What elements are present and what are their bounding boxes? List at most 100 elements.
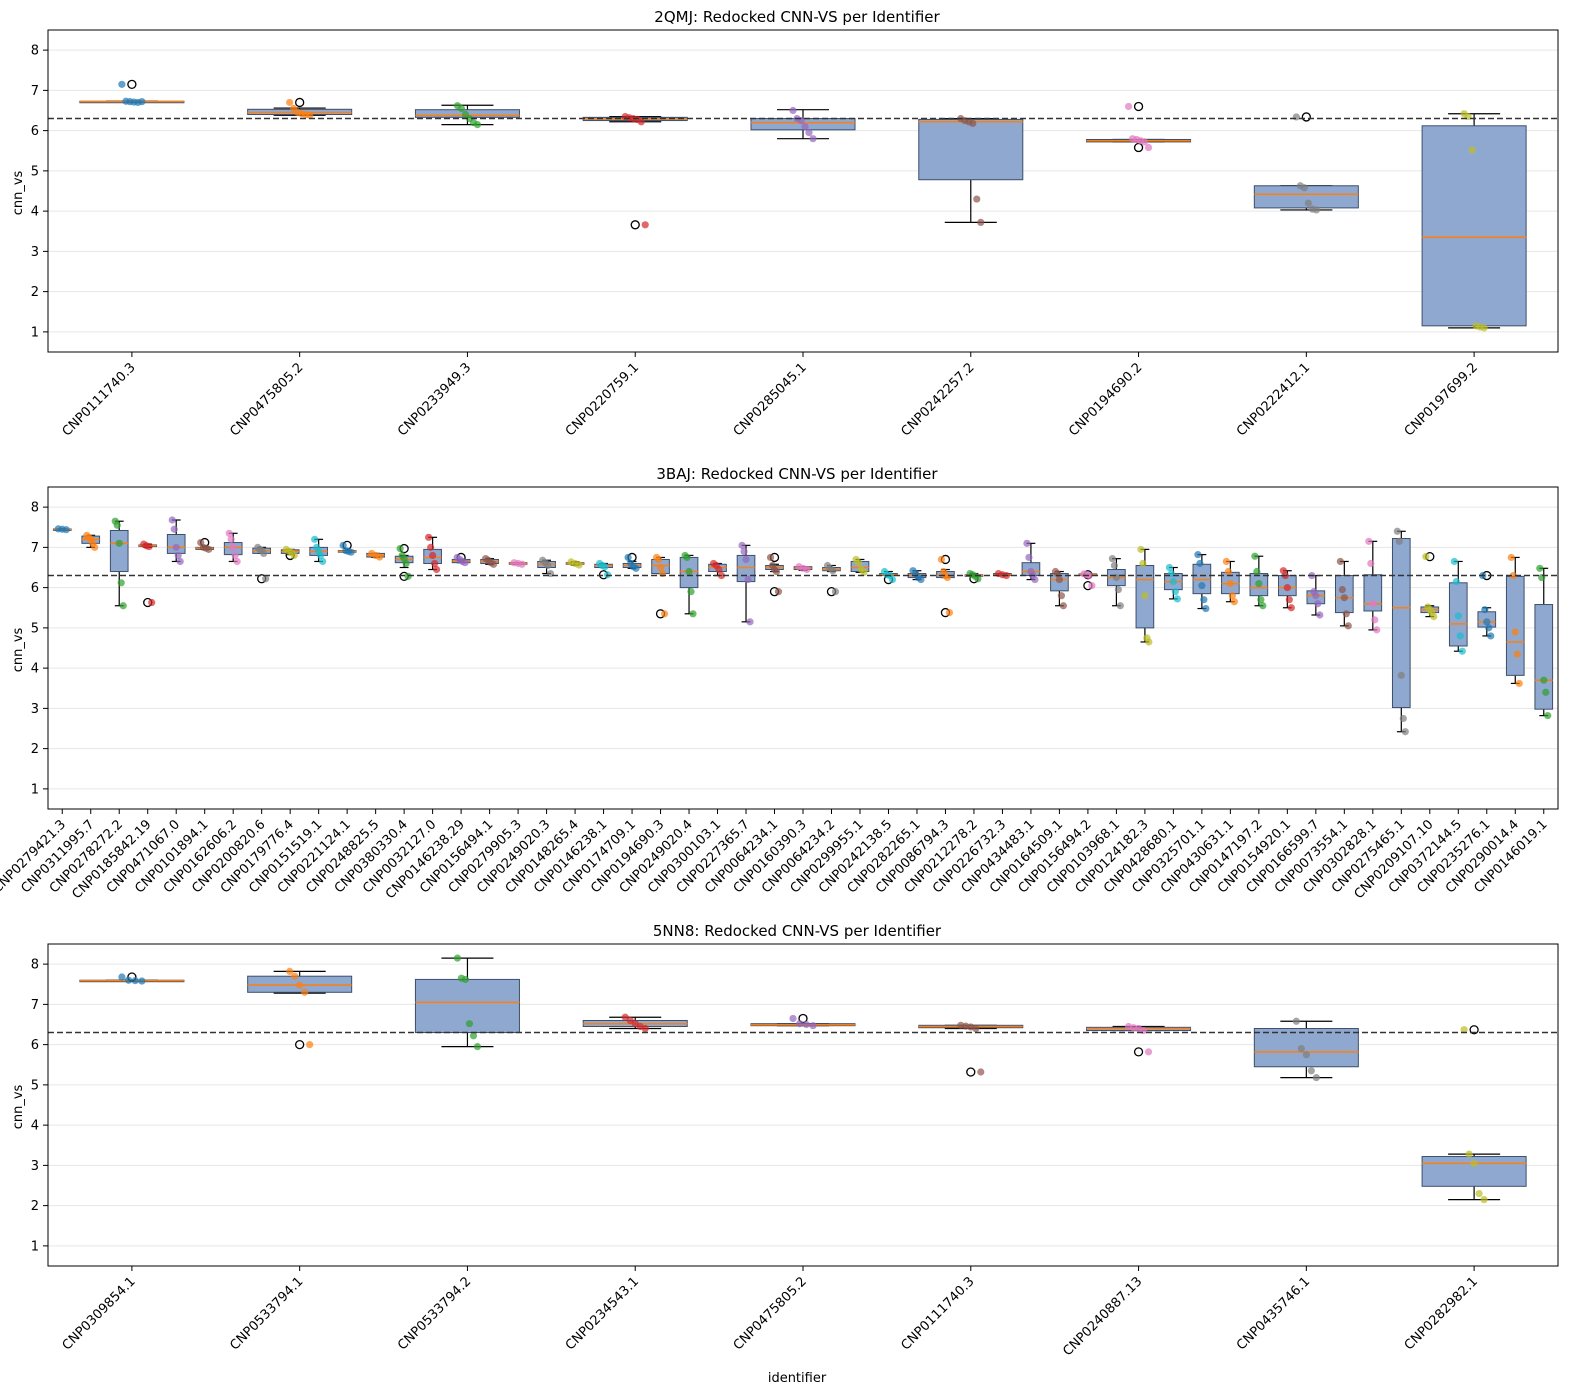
data-point	[1141, 592, 1149, 600]
outlier-point	[1301, 112, 1311, 122]
data-point	[715, 565, 723, 574]
data-point	[431, 559, 439, 568]
data-point	[1124, 102, 1133, 111]
data-point	[432, 565, 441, 574]
outlier-point	[127, 79, 137, 89]
data-point	[683, 553, 691, 562]
data-point	[1399, 714, 1407, 723]
data-point	[1515, 679, 1523, 688]
data-point	[1458, 647, 1466, 655]
data-point	[1365, 537, 1373, 545]
outlier-point	[1133, 101, 1144, 112]
x-axis-label: identifier	[768, 1371, 827, 1386]
data-point	[489, 560, 498, 568]
data-point	[1316, 611, 1324, 619]
box-body	[918, 118, 1024, 181]
data-point	[138, 977, 146, 985]
data-point	[831, 588, 840, 596]
data-point	[1314, 600, 1322, 608]
data-point	[1200, 596, 1208, 604]
data-point	[1336, 557, 1344, 566]
data-point	[789, 1014, 797, 1023]
data-point	[1483, 618, 1491, 626]
data-point	[1145, 638, 1153, 646]
data-point	[172, 543, 180, 551]
data-point	[1228, 592, 1236, 600]
data-point	[118, 973, 126, 981]
data-point	[117, 579, 125, 587]
data-point	[1340, 594, 1348, 602]
data-point	[805, 129, 813, 137]
data-point	[290, 551, 298, 560]
data-point	[1297, 1045, 1305, 1053]
data-point	[917, 575, 925, 584]
data-point	[740, 547, 748, 556]
data-point	[1470, 1159, 1478, 1167]
data-point	[1144, 1048, 1153, 1056]
data-point	[1088, 582, 1096, 590]
data-point	[1144, 143, 1153, 152]
data-point	[311, 535, 319, 543]
data-point	[396, 544, 404, 553]
data-point	[860, 568, 868, 576]
data-point	[1395, 537, 1403, 545]
data-point	[1226, 580, 1234, 588]
data-point	[1536, 564, 1544, 572]
y-tick-label: 8	[31, 44, 39, 59]
data-point	[1300, 184, 1308, 192]
data-point	[772, 567, 781, 576]
data-point	[1393, 527, 1401, 535]
data-point	[262, 575, 270, 583]
outlier-point	[630, 220, 640, 230]
data-point	[789, 106, 797, 115]
data-point	[1342, 610, 1350, 618]
data-point	[1312, 592, 1320, 600]
data-point	[1025, 553, 1033, 562]
outlier-point	[1469, 1025, 1479, 1035]
data-point	[131, 977, 139, 985]
data-point	[1137, 545, 1145, 553]
y-tick-label: 6	[31, 581, 39, 596]
data-point	[1485, 624, 1493, 632]
data-point	[796, 1020, 804, 1028]
data-point	[62, 526, 70, 534]
box-body	[1505, 575, 1525, 676]
box-CNP0275465.1	[1391, 530, 1411, 733]
data-point	[1344, 622, 1352, 630]
data-point	[742, 555, 750, 564]
data-point	[453, 954, 462, 962]
data-point	[425, 533, 433, 541]
data-point	[1452, 577, 1460, 586]
data-point	[347, 548, 355, 556]
data-point	[1198, 582, 1206, 590]
data-point	[1173, 595, 1181, 603]
data-point	[685, 567, 693, 576]
y-tick-label: 1	[31, 782, 39, 797]
data-point	[809, 1022, 817, 1030]
data-point	[174, 551, 182, 560]
box-CNP0325701.1	[1192, 554, 1212, 610]
data-point	[855, 559, 863, 567]
data-point	[291, 972, 299, 980]
data-point	[1304, 199, 1312, 207]
data-point	[286, 98, 294, 107]
data-point	[1023, 539, 1031, 547]
data-point	[774, 588, 783, 596]
data-point	[937, 555, 946, 564]
data-point	[1251, 552, 1259, 560]
data-point	[306, 111, 314, 119]
data-point	[170, 525, 178, 533]
y-tick-label: 1	[31, 325, 39, 340]
data-point	[301, 988, 309, 996]
data-point	[1480, 324, 1488, 332]
data-point	[1481, 606, 1489, 614]
data-point	[972, 1024, 980, 1033]
data-point	[575, 561, 583, 569]
data-point	[1312, 206, 1320, 214]
data-point	[1171, 588, 1179, 596]
y-tick-label: 6	[31, 124, 39, 139]
data-point	[1031, 575, 1039, 584]
data-point	[1397, 671, 1405, 679]
data-point	[1542, 688, 1550, 696]
